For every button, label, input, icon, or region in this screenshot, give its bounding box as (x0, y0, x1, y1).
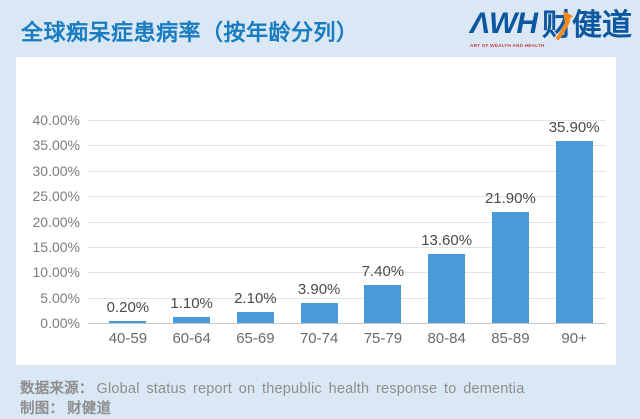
bar (109, 321, 146, 324)
credit-text: 财健道 (67, 401, 111, 417)
source-text: Global status report on thepublic health… (97, 381, 525, 397)
credit-label: 制图： (20, 401, 64, 417)
bar-value-label: 13.60% (405, 232, 489, 249)
bar (556, 141, 593, 323)
bar-value-label: 21.90% (468, 190, 552, 207)
bar (301, 303, 338, 323)
footer: 数据来源：Global status report on thepublic h… (20, 380, 524, 419)
source-line: 数据来源：Global status report on thepublic h… (20, 380, 524, 400)
up-trend-arrow-icon (555, 11, 575, 41)
bar (364, 285, 401, 323)
chart-card: 0.00% 5.00% 10.00% 15.00% 20.00% 25.00% 30.00%… (16, 57, 616, 365)
logo-cn-text: 财健道 (542, 10, 632, 42)
bar (237, 312, 274, 323)
y-axis-tick-label: 25.00% (16, 188, 80, 204)
page-title: 全球痴呆症患病率（按年龄分列） (21, 15, 359, 47)
logo-tagline-wrap: ART OF WEALTH AND HEALTH (470, 38, 540, 46)
y-axis-tick-label: 10.00% (16, 264, 80, 280)
bar-value-label: 3.90% (277, 281, 361, 298)
bar-value-label: 35.90% (532, 119, 616, 136)
y-axis-tick-label: 0.00% (16, 315, 80, 331)
bar (173, 317, 210, 323)
bar (428, 254, 465, 323)
gridline (88, 323, 606, 324)
source-label: 数据来源： (20, 381, 94, 397)
awh-logo: ΛWH ART OF WEALTH AND HEALTH 财健道 (470, 10, 632, 46)
logo-tagline: ART OF WEALTH AND HEALTH (470, 43, 545, 48)
credit-line: 制图：财健道 (20, 400, 524, 419)
bar (492, 212, 529, 323)
logo-west: ΛWH ART OF WEALTH AND HEALTH (470, 10, 540, 46)
y-axis-tick-label: 15.00% (16, 239, 80, 255)
y-axis-tick-label: 35.00% (16, 137, 80, 153)
bar-chart: 0.00% 5.00% 10.00% 15.00% 20.00% 25.00% 30.00%… (16, 57, 616, 365)
y-axis-tick-label: 20.00% (16, 214, 80, 230)
y-axis-tick-label: 30.00% (16, 163, 80, 179)
gridline (88, 145, 606, 146)
y-axis-tick-label: 40.00% (16, 112, 80, 128)
bar-value-label: 7.40% (341, 263, 425, 280)
y-axis-tick-label: 5.00% (16, 290, 80, 306)
logo-awh-text: ΛWH (470, 10, 537, 38)
x-axis-category-label: 90+ (532, 330, 616, 347)
gridline (88, 120, 606, 121)
gridline (88, 171, 606, 172)
